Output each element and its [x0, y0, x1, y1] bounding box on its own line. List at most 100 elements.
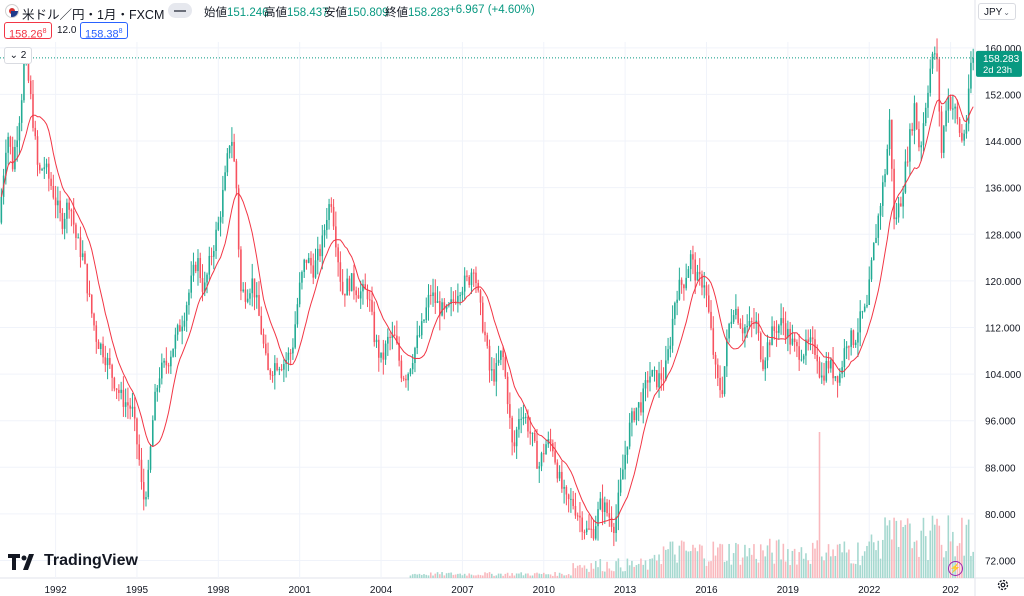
volume-bar: [495, 575, 498, 578]
candle-body: [732, 315, 735, 322]
candle-body: [863, 306, 866, 312]
candle-body: [79, 237, 82, 258]
candle-body: [735, 308, 737, 316]
collapse-toggle[interactable]: [168, 3, 192, 18]
volume-bar: [943, 557, 945, 578]
candle-body: [176, 325, 179, 335]
indicator-collapse-button[interactable]: ⌄ 2: [4, 47, 32, 64]
ohlc-open: 始値151.246: [204, 4, 269, 20]
candle-body: [70, 209, 73, 212]
candle-body: [613, 526, 615, 533]
lightning-icon[interactable]: ⚡: [948, 561, 963, 576]
sell-price-box[interactable]: 158.268: [4, 22, 52, 41]
volume-bar: [436, 572, 439, 578]
volume-bar: [726, 560, 728, 578]
candle-body: [694, 259, 696, 281]
volume-bar: [466, 575, 468, 578]
candle-body: [834, 376, 837, 379]
candle-body: [95, 325, 98, 342]
candle-body: [93, 313, 95, 326]
candle-body: [784, 323, 787, 338]
volume-bar: [850, 563, 852, 578]
candle-body: [820, 375, 823, 378]
candle-body: [764, 360, 767, 370]
symbol-title[interactable]: 米ドル／円・1月・FXCM: [22, 8, 165, 22]
candle-body: [660, 373, 663, 380]
candle-body: [292, 347, 294, 354]
candle-body: [57, 200, 59, 206]
volume-bar: [945, 551, 947, 578]
candle-body: [402, 378, 405, 380]
volume-bar: [814, 548, 816, 578]
candle-body: [90, 294, 93, 314]
volume-bar: [759, 544, 762, 578]
candle-body: [237, 188, 240, 250]
candle-body: [714, 354, 717, 365]
volume-bar: [818, 432, 821, 578]
candle-body: [624, 454, 626, 470]
candle-body: [929, 68, 932, 93]
volume-bar: [755, 558, 758, 578]
candle-body: [963, 133, 965, 141]
candle-body: [680, 279, 683, 285]
candle-body: [773, 326, 776, 331]
candle-body: [531, 432, 534, 434]
currency-selector[interactable]: JPY ⌄: [978, 3, 1016, 20]
candle-body: [468, 276, 470, 285]
candle-body: [387, 336, 389, 344]
candle-body: [380, 352, 382, 358]
volume-bar: [640, 558, 642, 578]
volume-bar: [651, 558, 654, 578]
candle-body: [260, 315, 263, 335]
volume-bar: [423, 574, 425, 578]
volume-bar: [590, 563, 593, 578]
candle-body: [545, 444, 547, 455]
candle-body: [20, 100, 23, 123]
logo-text: TradingView: [44, 552, 138, 569]
candle-body: [23, 62, 25, 101]
volume-bar: [773, 563, 776, 578]
volume-bar: [870, 534, 873, 578]
volume-bar: [531, 575, 534, 578]
ohlc-low: 安値150.809: [324, 4, 389, 20]
candle-body: [224, 172, 226, 190]
candle-body: [771, 326, 773, 346]
gear-icon[interactable]: [996, 578, 1010, 592]
volume-bar: [542, 572, 545, 578]
candle-body: [884, 174, 886, 183]
candle-body: [283, 364, 285, 370]
volume-bar: [868, 541, 871, 578]
candle-body: [488, 345, 491, 371]
candle-body: [122, 389, 125, 407]
candle-body: [658, 373, 660, 388]
volume-bar: [798, 552, 800, 578]
candle-body: [321, 235, 324, 257]
candle-body: [599, 498, 602, 510]
volume-bar: [409, 575, 412, 578]
candle-body: [931, 53, 934, 69]
candle-body: [646, 380, 649, 383]
volume-bar: [633, 566, 635, 578]
volume-bar: [970, 555, 972, 578]
volume-bar: [692, 544, 694, 578]
candle-body: [859, 311, 861, 333]
y-axis: 160.000 152.000 144.000 136.000 128.000 120.0…: [985, 44, 1022, 568]
candle-body: [811, 337, 814, 340]
candle-body: [721, 390, 724, 395]
x-tick-label: 2016: [695, 585, 718, 596]
volume-bar: [452, 574, 455, 578]
candle-body: [590, 528, 593, 530]
buy-price-box[interactable]: 158.388: [80, 22, 128, 41]
volume-bar: [665, 549, 667, 578]
volume-bar: [949, 541, 952, 578]
volume-bar: [816, 540, 819, 578]
candle-body: [472, 272, 475, 274]
volume-bar: [807, 560, 809, 578]
volume-bar: [827, 544, 830, 578]
candle-body: [294, 324, 296, 348]
candle-body: [637, 402, 640, 408]
candle-body: [710, 311, 712, 329]
candle-body: [203, 282, 206, 292]
candle-body: [312, 265, 315, 278]
